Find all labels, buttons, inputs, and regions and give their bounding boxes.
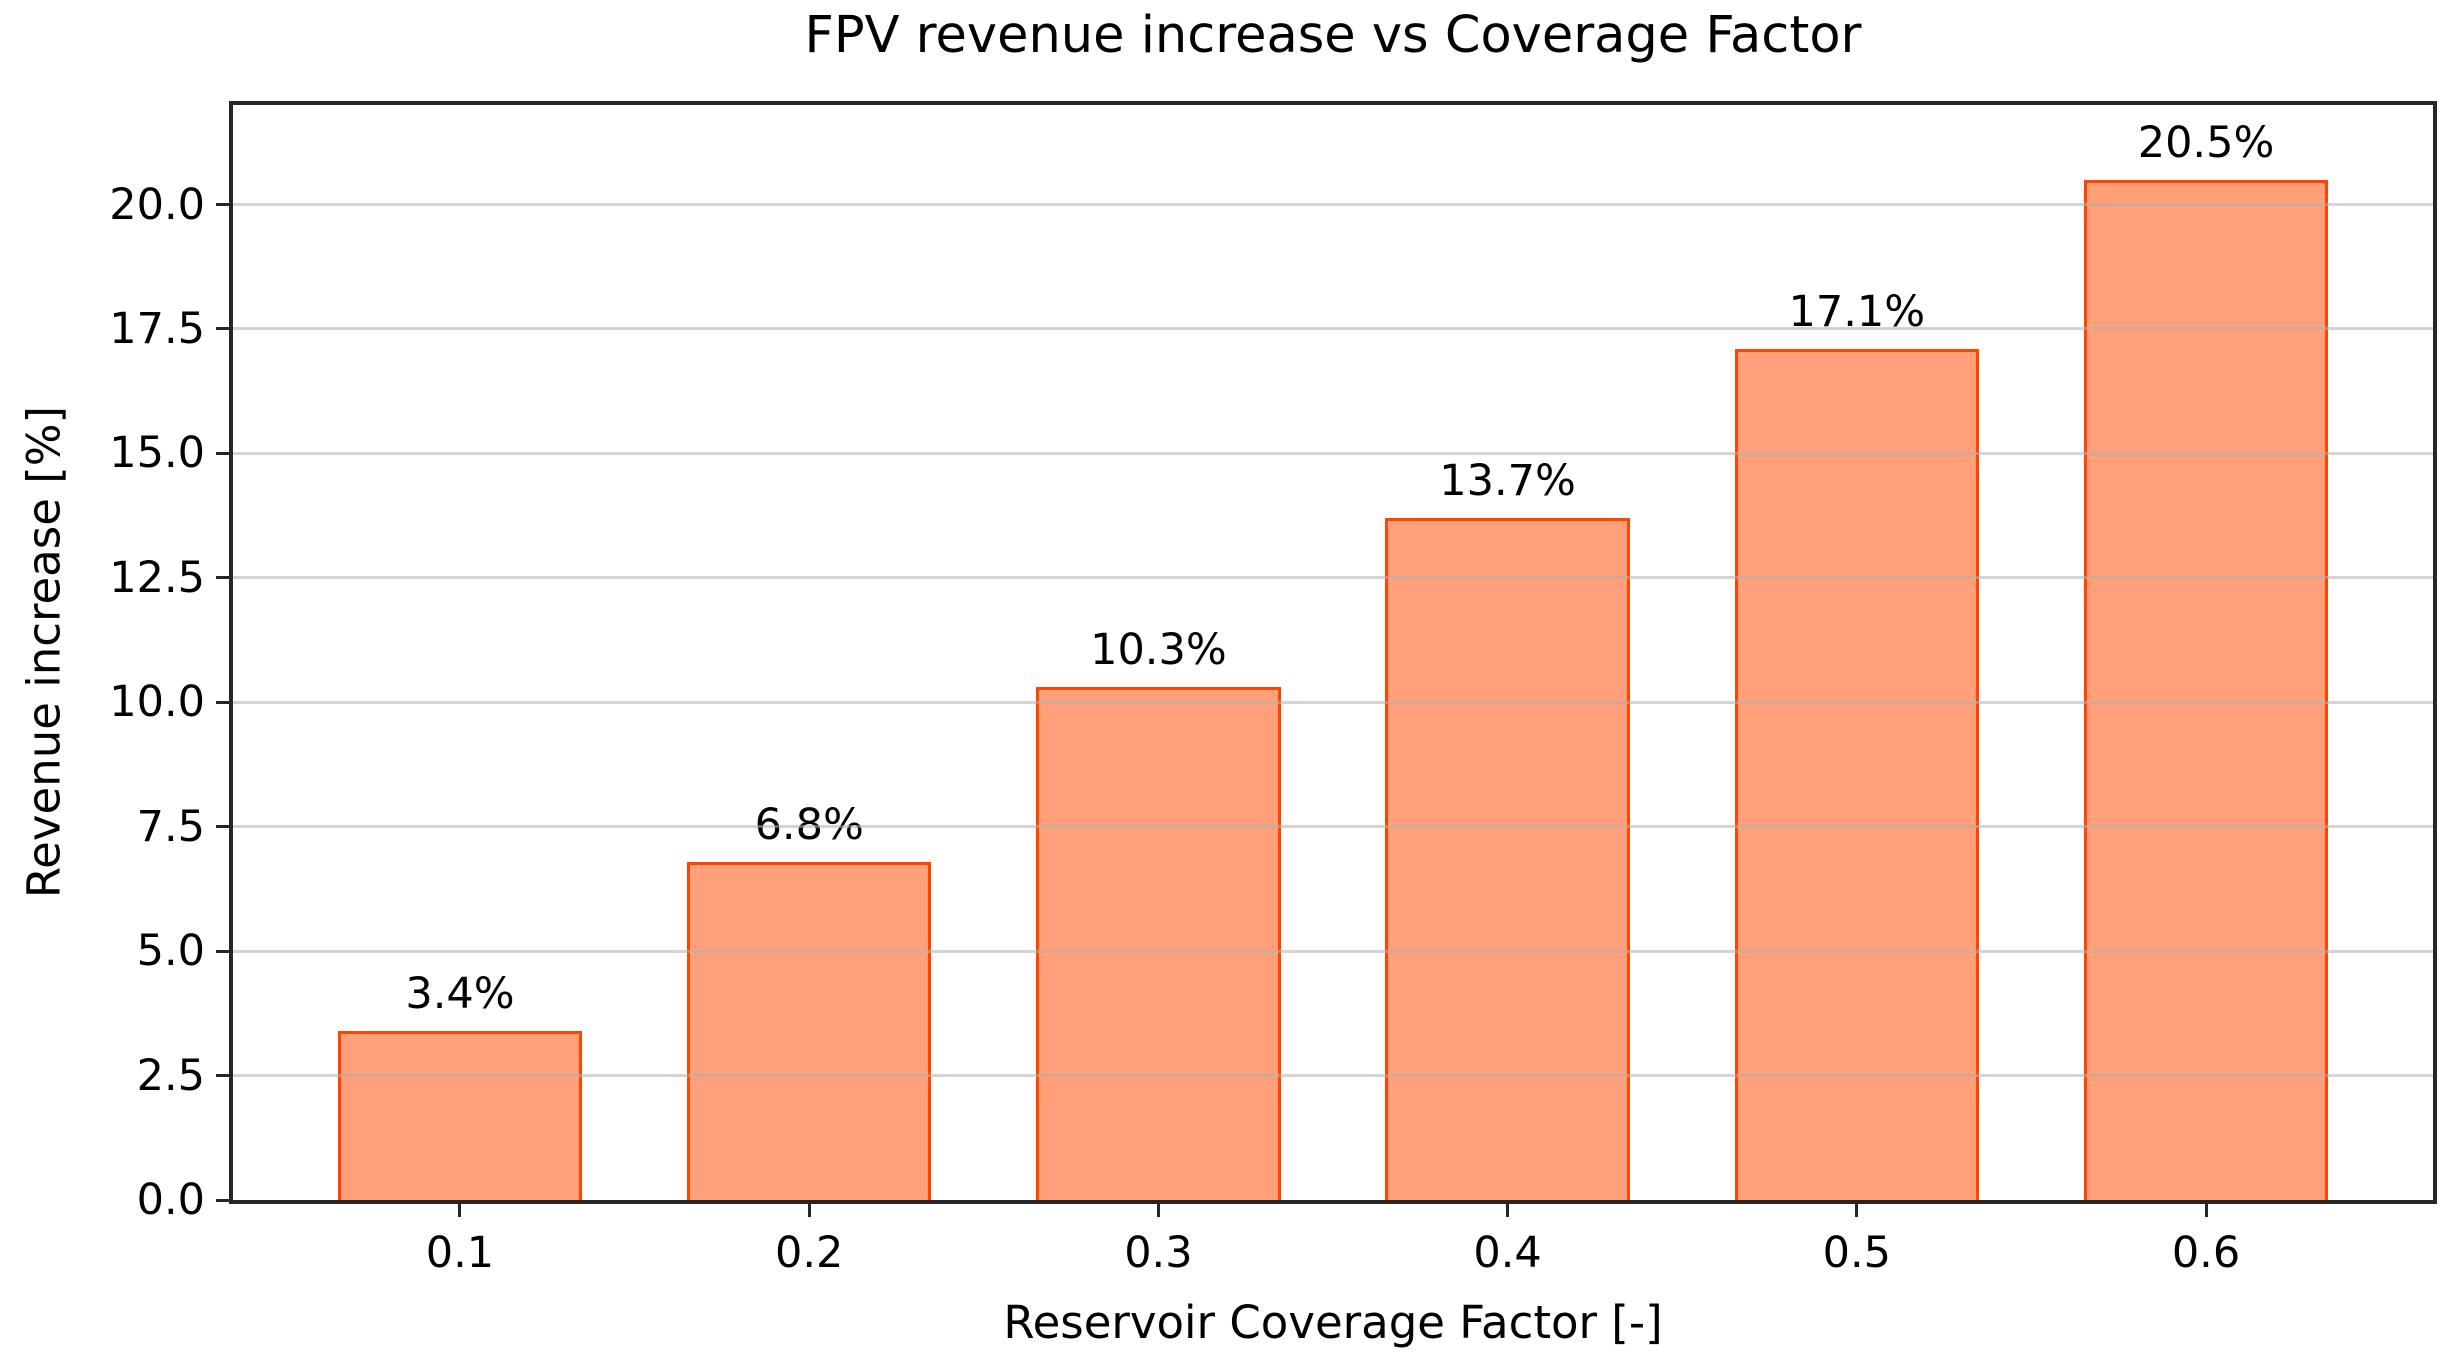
gridline: [233, 451, 2433, 455]
x-tick-mark: [1506, 1204, 1510, 1217]
bar: [1036, 687, 1281, 1200]
gridline: [233, 700, 2433, 704]
bar-value-label: 3.4%: [405, 968, 515, 1019]
x-tick-label: 0.3: [1124, 1228, 1193, 1278]
y-tick-mark: [216, 203, 229, 207]
bar-value-label: 20.5%: [2137, 117, 2275, 168]
x-tick-mark: [2204, 1204, 2208, 1217]
bar-value-label: 6.8%: [754, 799, 864, 850]
bar-value-label: 13.7%: [1439, 456, 1576, 507]
x-tick-label: 0.2: [774, 1228, 844, 1278]
y-tick-mark: [216, 1074, 229, 1078]
x-tick-label: 0.4: [1473, 1228, 1542, 1278]
y-tick-mark: [216, 1198, 229, 1202]
y-tick-label: 5.0: [136, 926, 205, 977]
y-tick-label: 17.5: [109, 303, 205, 354]
y-tick-label: 0.0: [136, 1175, 205, 1225]
y-tick-mark: [216, 700, 229, 704]
gridline: [233, 576, 2433, 580]
y-tick-mark: [216, 825, 229, 829]
x-tick-mark: [807, 1204, 811, 1217]
x-tick-mark: [1855, 1204, 1859, 1217]
chart-title: FPV revenue increase vs Coverage Factor: [804, 6, 1862, 65]
y-tick-label: 2.5: [136, 1050, 205, 1101]
y-tick-mark: [216, 327, 229, 331]
y-tick-label: 20.0: [109, 179, 205, 230]
x-tick-label: 0.6: [2171, 1228, 2241, 1278]
x-tick-label: 0.1: [425, 1228, 495, 1278]
gridline: [233, 327, 2433, 331]
gridline: [233, 949, 2433, 953]
y-tick-mark: [216, 576, 229, 580]
y-tick-mark: [216, 451, 229, 455]
y-tick-mark: [216, 949, 229, 953]
gridline: [233, 203, 2433, 207]
bar: [1385, 518, 1630, 1200]
bar: [337, 1030, 583, 1200]
bar: [2083, 179, 2329, 1200]
plot-area: [229, 101, 2437, 1204]
y-tick-label: 15.0: [109, 428, 205, 479]
bar: [1734, 348, 1980, 1200]
x-axis-label: Reservoir Coverage Factor [-]: [1003, 1296, 1663, 1349]
bar: [686, 861, 932, 1200]
y-tick-label: 7.5: [136, 801, 205, 852]
gridline: [233, 1074, 2433, 1078]
bar-value-label: 10.3%: [1090, 625, 1227, 676]
gridline: [233, 825, 2433, 829]
x-tick-mark: [1156, 1204, 1160, 1217]
x-tick-mark: [458, 1204, 462, 1217]
y-tick-label: 12.5: [109, 552, 205, 603]
x-tick-label: 0.5: [1822, 1228, 1891, 1278]
y-tick-label: 10.0: [109, 677, 205, 728]
